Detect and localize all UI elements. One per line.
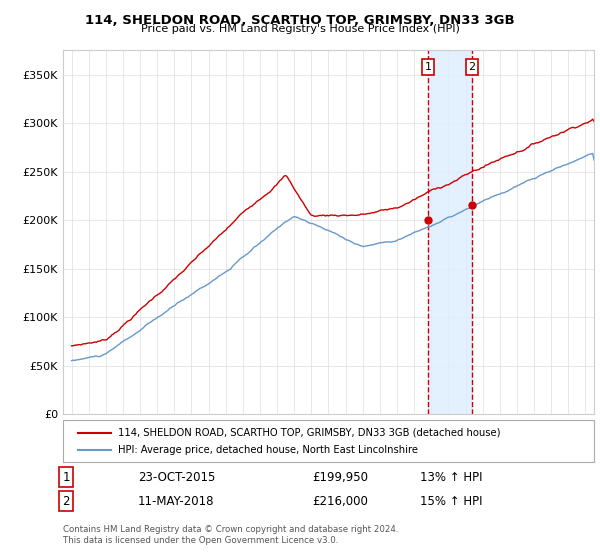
Text: 1: 1 (424, 62, 431, 72)
Text: £199,950: £199,950 (312, 470, 368, 484)
Text: Price paid vs. HM Land Registry's House Price Index (HPI): Price paid vs. HM Land Registry's House … (140, 24, 460, 34)
Text: Contains HM Land Registry data © Crown copyright and database right 2024.
This d: Contains HM Land Registry data © Crown c… (63, 525, 398, 545)
Text: 114, SHELDON ROAD, SCARTHO TOP, GRIMSBY, DN33 3GB (detached house): 114, SHELDON ROAD, SCARTHO TOP, GRIMSBY,… (118, 428, 500, 437)
Text: 2: 2 (469, 62, 475, 72)
Text: 23-OCT-2015: 23-OCT-2015 (138, 470, 215, 484)
Text: 11-MAY-2018: 11-MAY-2018 (138, 494, 215, 508)
Text: £216,000: £216,000 (312, 494, 368, 508)
Text: 114, SHELDON ROAD, SCARTHO TOP, GRIMSBY, DN33 3GB: 114, SHELDON ROAD, SCARTHO TOP, GRIMSBY,… (85, 14, 515, 27)
Text: 15% ↑ HPI: 15% ↑ HPI (420, 494, 482, 508)
Text: 13% ↑ HPI: 13% ↑ HPI (420, 470, 482, 484)
Text: 2: 2 (62, 494, 70, 508)
Text: 1: 1 (62, 470, 70, 484)
Bar (428, 50, 472, 414)
Text: HPI: Average price, detached house, North East Lincolnshire: HPI: Average price, detached house, Nort… (118, 445, 418, 455)
